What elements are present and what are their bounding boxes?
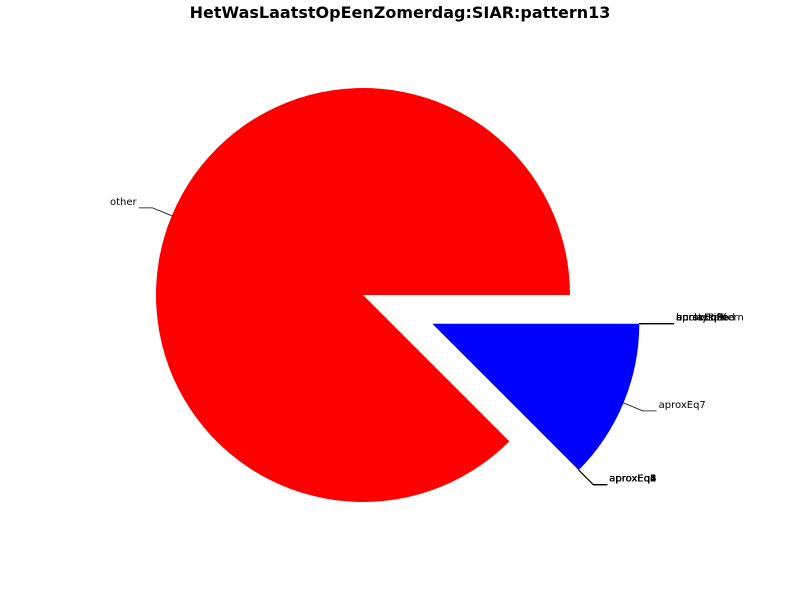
- slice-label-aproxeq0: aproxEq0: [676, 313, 723, 324]
- pie-labels: otheraproxEq7aproxEq1aproxEq2aproxEq3apr…: [110, 197, 744, 486]
- label-leader-aproxeq5: [578, 469, 608, 486]
- slice-label-burstypattern: burstyPattern: [676, 313, 744, 324]
- label-leader-other: [138, 207, 172, 217]
- chart-title: HetWasLaatstOpEenZomerdag:SIAR:pattern13: [190, 3, 611, 22]
- slice-label-aproxeq2: aproxEq2: [609, 474, 656, 485]
- slice-label-aproxeq7: aproxEq7: [659, 400, 706, 411]
- slice-label-aproxeq5: aproxEq5: [609, 474, 656, 485]
- slice-label-aproxeq9: aproxEq9: [676, 313, 723, 324]
- slice-label-unclassified: unclassified: [676, 313, 735, 324]
- pie-slice-other: [156, 87, 570, 502]
- slice-label-aproxeq8: aproxEq8: [609, 474, 656, 485]
- label-leader-aproxeq4: [578, 469, 608, 486]
- slice-label-aproxeq6: aproxEq6: [609, 474, 656, 485]
- label-leader-aproxeq8: [578, 469, 608, 486]
- slice-label-aproxeq4: aproxEq4: [609, 474, 656, 485]
- label-leader-aproxeq3: [578, 469, 608, 486]
- slice-label-aproxeq3: aproxEq3: [609, 474, 656, 485]
- label-leader-aproxeq6: [578, 469, 608, 486]
- pie-slices: [156, 87, 640, 502]
- pie-slice-aproxeq7: [432, 323, 640, 471]
- label-leader-aproxeq1: [578, 469, 608, 486]
- slice-label-aproxeqhi: aproxEqHi: [676, 313, 727, 324]
- slice-label-other: other: [110, 197, 138, 208]
- label-leader-aproxeq2: [578, 469, 608, 486]
- label-leader-aproxeq7: [623, 402, 657, 412]
- slice-label-aproxeq1: aproxEq1: [609, 474, 656, 485]
- slice-label-aproxeqlo: aproxEqLo: [676, 313, 728, 324]
